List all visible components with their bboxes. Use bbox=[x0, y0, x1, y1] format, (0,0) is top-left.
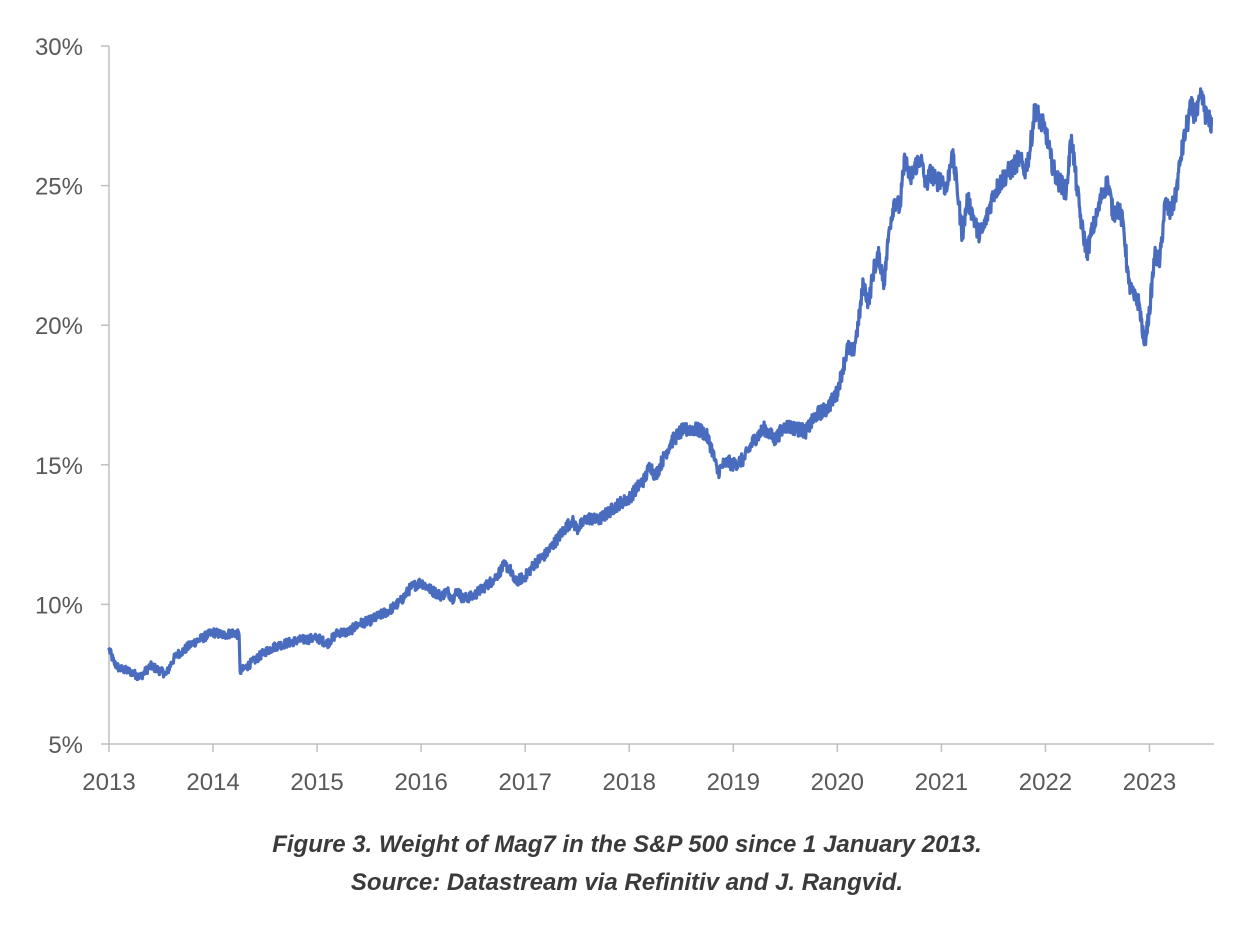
figure-caption-title: Figure 3. Weight of Mag7 in the S&P 500 … bbox=[272, 831, 982, 858]
x-tick-label: 2019 bbox=[707, 769, 760, 796]
series-layer bbox=[107, 87, 1214, 682]
series-line-mag7-weight bbox=[107, 87, 1214, 682]
y-tick-label: 30% bbox=[35, 34, 83, 61]
x-tick-label: 2018 bbox=[603, 769, 656, 796]
x-tick-label: 2014 bbox=[186, 769, 239, 796]
axes: 5% 10% 15% 20% 25% 30% 2013 2014 2015 2016 2017 201… bbox=[35, 34, 1214, 796]
x-tick-label: 2021 bbox=[915, 769, 968, 796]
x-tick-label: 2013 bbox=[82, 769, 135, 796]
x-tick-label: 2022 bbox=[1019, 769, 1072, 796]
x-tick-label: 2020 bbox=[811, 769, 864, 796]
x-tick-label: 2015 bbox=[290, 769, 343, 796]
x-tick-label: 2017 bbox=[499, 769, 552, 796]
figure-caption-source: Source: Datastream via Refinitiv and J. … bbox=[350, 869, 904, 896]
x-tick-label: 2023 bbox=[1123, 769, 1176, 796]
y-tick-label: 15% bbox=[35, 453, 83, 480]
y-tick-label: 10% bbox=[35, 592, 83, 619]
y-tick-label: 20% bbox=[35, 313, 83, 340]
x-tick-label: 2016 bbox=[394, 769, 447, 796]
y-tick-label: 5% bbox=[48, 732, 83, 759]
y-tick-label: 25% bbox=[35, 174, 83, 201]
